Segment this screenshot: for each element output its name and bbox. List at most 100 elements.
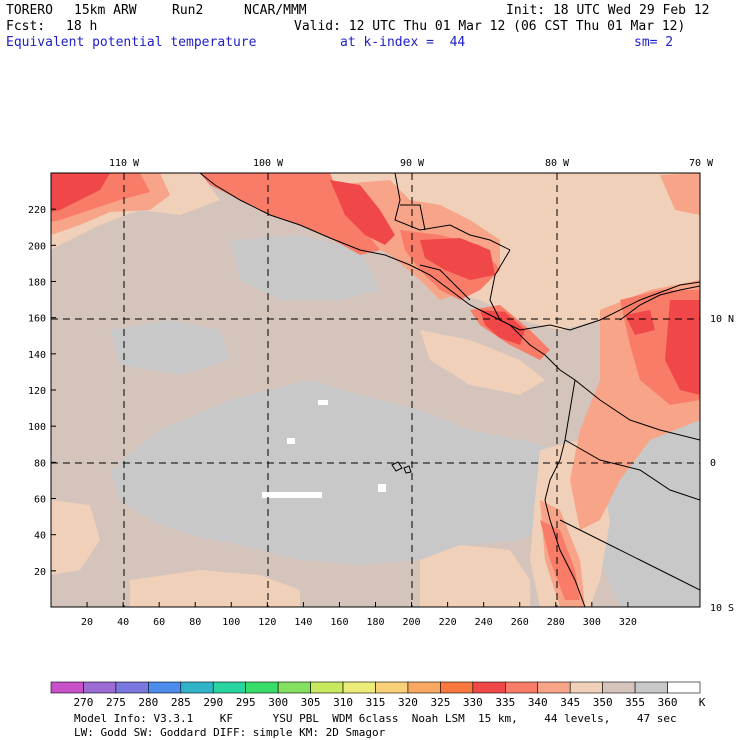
x-tick-label: 40 <box>117 617 129 628</box>
colorbar-swatch <box>115 681 149 694</box>
model-run: Run2 <box>172 3 204 18</box>
colorbar-label: 310 <box>333 696 353 709</box>
y-tick-label: 40 <box>34 531 46 542</box>
y-tick-label: 20 <box>34 567 46 578</box>
field-335-region <box>200 173 380 255</box>
model-name: TORERO <box>6 3 53 18</box>
field-360-speck <box>262 492 322 498</box>
y-tick-label: 200 <box>28 241 46 252</box>
x-tick-label: 240 <box>475 617 493 628</box>
x-tick-label: 280 <box>547 617 565 628</box>
init-time: Init: 18 UTC Wed 29 Feb 12 <box>506 3 710 18</box>
colorbar-label: 280 <box>138 696 159 709</box>
field-355-region <box>110 380 560 565</box>
colorbar-swatch <box>310 681 344 694</box>
x-tick-label: 60 <box>153 617 165 628</box>
colorbar-label: 355 <box>625 696 646 709</box>
x-tick-label: 200 <box>403 617 421 628</box>
colorbar-swatch <box>245 681 279 694</box>
colorbar-label: 315 <box>365 696 386 709</box>
field-355-region <box>110 320 230 375</box>
x-tick-label: 20 <box>81 617 93 628</box>
colorbar-swatch <box>440 681 474 694</box>
x-tick-label: 220 <box>439 617 457 628</box>
field-name: Equivalent potential temperature <box>6 35 257 50</box>
coastlines <box>199 173 700 607</box>
lat-label-10s: 10 S <box>710 603 734 614</box>
forecast-label: Fcst: <box>6 19 46 34</box>
lat-label-10n: 10 N <box>710 314 734 325</box>
x-tick-label: 320 <box>619 617 637 628</box>
colorbar-label: 285 <box>170 696 191 709</box>
x-tick-label: 100 <box>222 617 240 628</box>
lon-label-90w: 90 W <box>400 158 425 169</box>
colorbar-label: 340 <box>527 696 548 709</box>
border-ecuador <box>564 439 700 501</box>
colorbar-swatch <box>277 681 311 694</box>
y-tick-label: 160 <box>28 314 46 325</box>
colorbar-label: 275 <box>105 696 126 709</box>
coastline-caribbean <box>489 249 700 331</box>
axis-ticks <box>51 208 629 607</box>
lon-label-70w: 70 W <box>689 158 714 169</box>
colorbar-label: 345 <box>560 696 581 709</box>
axis-tick-labels: 20 40 60 80 100 120 140 160 180 200 220 20 40 60 80 100… <box>28 205 637 628</box>
lat-lon-grid <box>51 173 700 607</box>
colorbar-unit: K <box>698 696 706 709</box>
x-tick-label: 140 <box>294 617 312 628</box>
colorbar-label: 330 <box>462 696 483 709</box>
colorbar-swatch <box>180 681 214 694</box>
x-tick-label: 160 <box>330 617 348 628</box>
colorbar-swatch <box>602 681 636 694</box>
x-tick-label: 120 <box>258 617 276 628</box>
lon-label-100w: 100 W <box>253 158 284 169</box>
field-345-region <box>420 545 530 607</box>
colorbar <box>50 681 701 694</box>
border-colombia-peru <box>574 379 700 441</box>
border-guatemala <box>400 204 426 231</box>
y-tick-label: 80 <box>34 458 46 469</box>
colorbar-swatch <box>472 681 506 694</box>
field-340-region <box>660 173 700 215</box>
lon-label-110w: 110 W <box>109 158 140 169</box>
colorbar-label: 295 <box>235 696 256 709</box>
field-330-region <box>420 238 495 280</box>
level-info: at k-index = 44 <box>340 35 466 50</box>
x-tick-label: 300 <box>583 617 601 628</box>
colorbar-label: 320 <box>398 696 418 709</box>
smoothing-info: sm= 2 <box>634 35 674 50</box>
field-330-region <box>665 300 700 395</box>
coastline-venezuela <box>619 285 700 321</box>
colorbar-swatch <box>569 681 603 694</box>
field-335-region <box>540 520 580 600</box>
colorbar-swatch <box>407 681 441 694</box>
model-org: NCAR/MMM <box>244 3 307 18</box>
border-central-america <box>419 264 471 301</box>
field-345-region <box>51 500 100 575</box>
shaded-field <box>51 173 700 607</box>
field-330-region <box>330 180 395 245</box>
colorbar-swatch <box>504 681 539 694</box>
field-360-speck <box>318 400 328 405</box>
colorbar-swatch <box>375 681 409 694</box>
y-tick-label: 100 <box>28 422 46 433</box>
x-tick-label: 80 <box>189 617 201 628</box>
colorbar-label: 360 <box>657 696 678 709</box>
colorbar-swatch <box>50 681 84 694</box>
galapagos-islands <box>391 461 412 474</box>
colorbar-label: 290 <box>203 696 224 709</box>
colorbar-swatch <box>342 681 376 694</box>
y-tick-label: 140 <box>28 350 46 361</box>
physics-info-line: LW: Godd SW: Goddard DIFF: simple KM: 2D… <box>74 726 386 739</box>
colorbar-swatch <box>83 681 117 694</box>
colorbar-swatch <box>667 681 701 694</box>
lat-label-0: 0 <box>710 458 716 469</box>
field-360-speck <box>287 438 295 444</box>
colorbar-swatch <box>212 681 247 694</box>
field-330-region <box>625 310 655 335</box>
model-info-line: Model Info: V3.3.1 KF YSU PBL WDM 6class… <box>74 712 677 725</box>
model-resolution: 15km ARW <box>74 3 137 18</box>
colorbar-label: 270 <box>73 696 94 709</box>
colorbar-swatch <box>537 681 571 694</box>
colorbar-label: 300 <box>268 696 289 709</box>
